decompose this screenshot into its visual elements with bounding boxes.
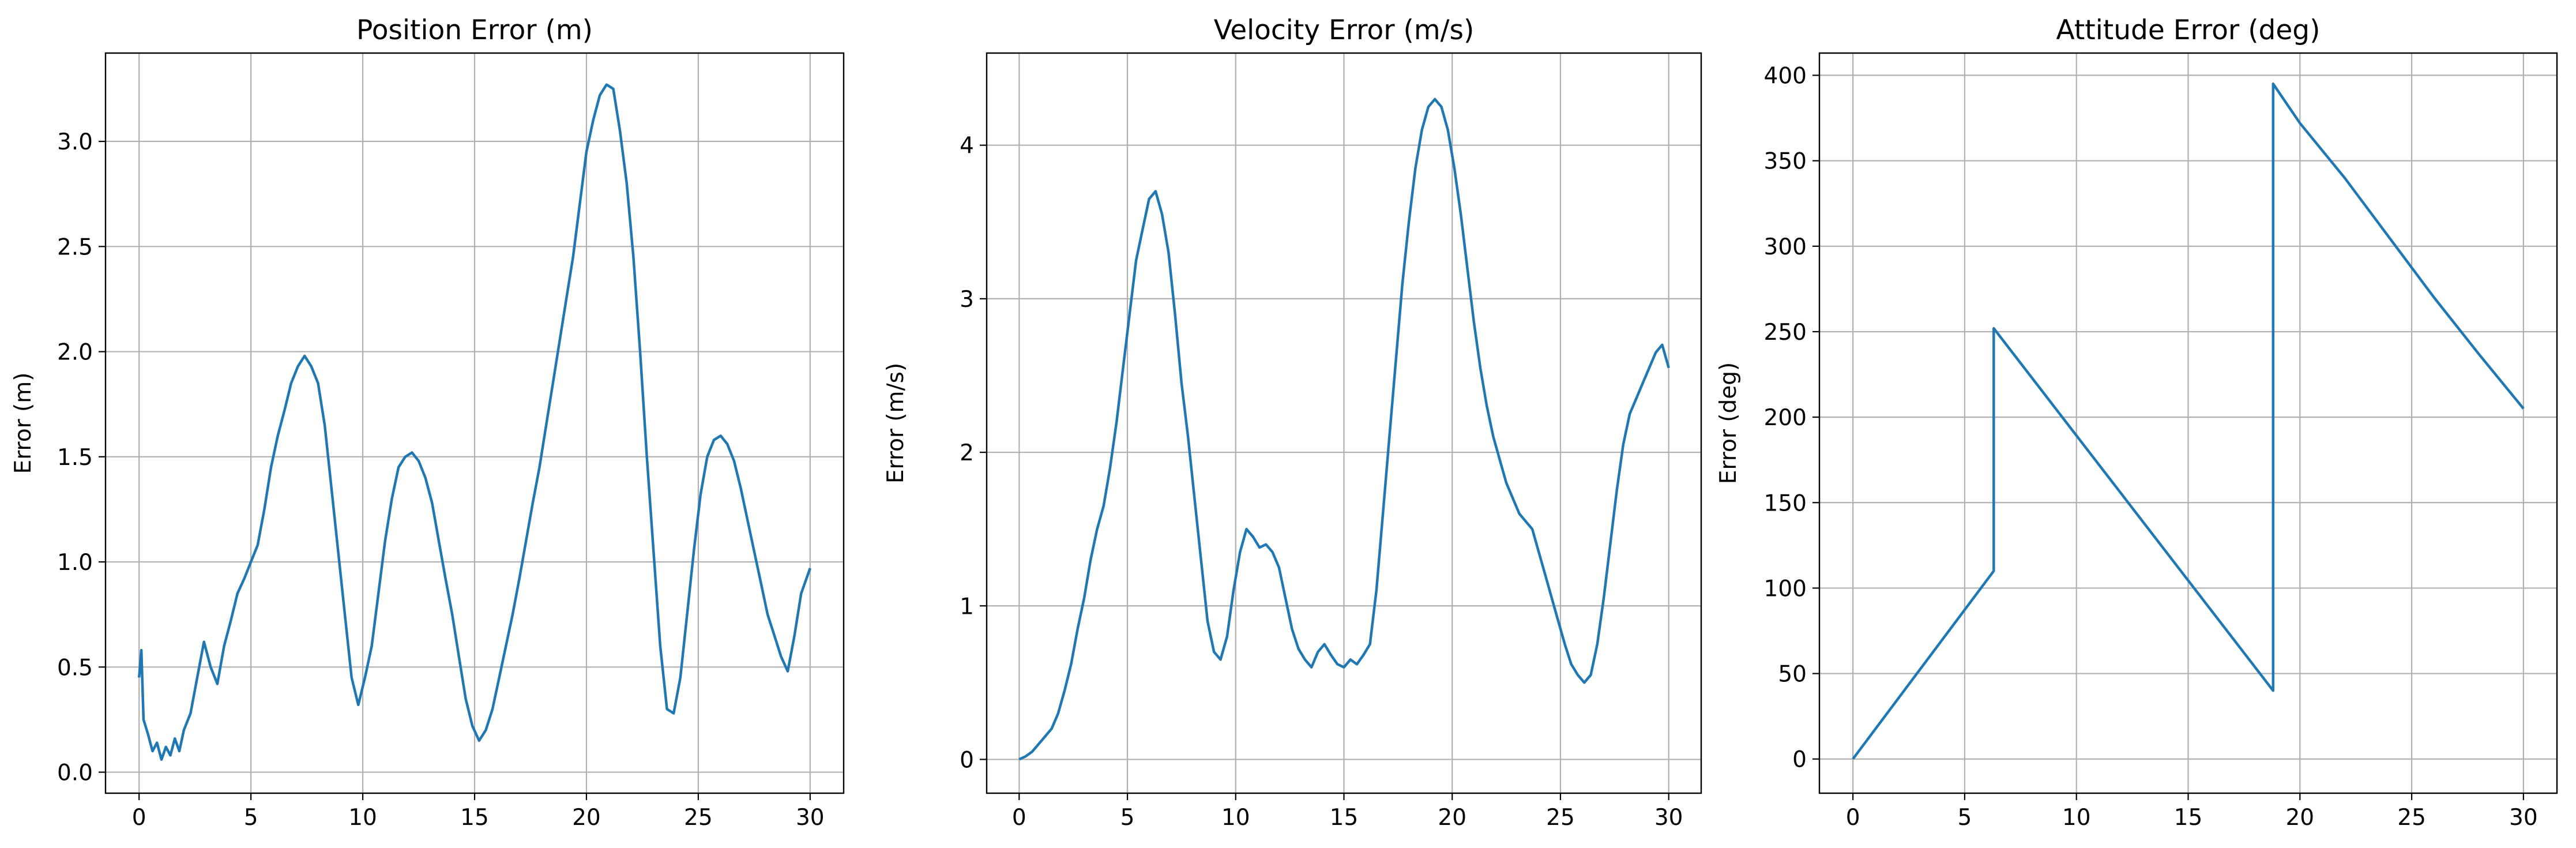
x-tick-label: 30	[1654, 805, 1683, 831]
x-tick-label: 10	[348, 805, 377, 831]
x-tick-label: 15	[460, 805, 489, 831]
x-tick-label: 15	[1330, 805, 1359, 831]
y-tick-label: 2	[960, 440, 974, 466]
y-tick-label: 50	[1778, 662, 1807, 688]
y-tick-label: 2.5	[57, 234, 93, 260]
x-tick-label: 10	[2062, 805, 2091, 831]
x-tick-label: 0	[1846, 805, 1860, 831]
x-tick-label: 20	[572, 805, 601, 831]
y-tick-label: 3	[960, 287, 974, 313]
y-tick-label: 0.0	[57, 760, 93, 786]
y-axis-label: Error (m/s)	[883, 363, 909, 483]
y-tick-label: 150	[1764, 490, 1807, 516]
series-line	[137, 83, 811, 761]
x-tick-label: 25	[2397, 805, 2426, 831]
x-tick-label: 0	[1012, 805, 1026, 831]
y-tick-label: 350	[1764, 149, 1807, 175]
x-tick-label: 25	[684, 805, 713, 831]
x-tick-label: 20	[1438, 805, 1466, 831]
chart-title: Velocity Error (m/s)	[1214, 14, 1475, 46]
series-line	[1018, 97, 1670, 761]
chart-title: Attitude Error (deg)	[2056, 14, 2321, 46]
subplot-1: 0 5 10 15 20 25 30 0.0 0.5 1.0 1.5 2.0 2.5 3.0 Positio…	[10, 14, 845, 831]
y-tick-label: 200	[1764, 405, 1807, 431]
chart-title: Position Error (m)	[356, 14, 593, 46]
y-tick-label: 1.5	[57, 445, 93, 471]
y-tick-label: 1.0	[57, 550, 93, 576]
y-tick-label: 1	[960, 594, 974, 620]
y-tick-label: 0.5	[57, 655, 93, 681]
x-tick-label: 30	[2509, 805, 2538, 831]
y-axis-label: Error (deg)	[1716, 362, 1742, 484]
x-tick-label: 15	[2174, 805, 2203, 831]
y-tick-label: 4	[960, 133, 974, 159]
x-tick-label: 5	[1958, 805, 1972, 831]
y-tick-label: 0	[1792, 747, 1807, 773]
x-tick-label: 30	[796, 805, 825, 831]
x-tick-label: 5	[244, 805, 258, 831]
subplot-3: 0 5 10 15 20 25 30050100150200250300350400Atti…	[1716, 14, 2558, 831]
y-tick-label: 3.0	[57, 129, 93, 155]
x-tick-label: 20	[2285, 805, 2314, 831]
subplot-2: 0 5 10 15 20 25 30 0 1 2 3 4 Velocity Error (m/s) Err…	[883, 14, 1702, 831]
y-tick-label: 0	[960, 747, 974, 773]
x-tick-label: 0	[132, 805, 146, 831]
x-tick-label: 10	[1221, 805, 1250, 831]
y-axis-label: Error (m)	[10, 373, 36, 474]
series-line	[1852, 82, 2525, 760]
y-tick-label: 300	[1764, 234, 1807, 260]
y-tick-label: 2.0	[57, 340, 93, 366]
y-tick-label: 250	[1764, 320, 1807, 346]
x-tick-label: 5	[1120, 805, 1135, 831]
x-tick-label: 25	[1546, 805, 1575, 831]
y-tick-label: 400	[1764, 63, 1807, 89]
y-tick-label: 100	[1764, 576, 1807, 602]
